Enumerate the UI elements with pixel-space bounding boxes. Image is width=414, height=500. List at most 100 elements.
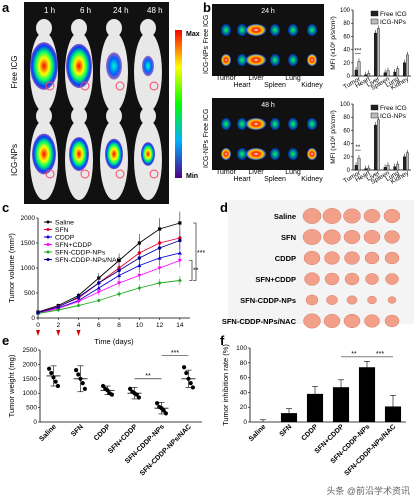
tumor <box>344 251 360 265</box>
significance-label: *** <box>171 350 179 357</box>
data-point <box>155 401 160 406</box>
data-point <box>188 381 193 386</box>
panel-a-letter: a <box>2 0 10 15</box>
y-tick-label: 80 <box>343 115 350 121</box>
x-tick-label: 10 <box>136 322 144 329</box>
tumor-group-label: Saline <box>274 212 296 221</box>
organ-label: Heart <box>233 176 250 183</box>
significance-label: *** <box>376 351 384 358</box>
y-tick-label: 2500 <box>23 347 38 354</box>
significance-label: ** <box>145 373 151 380</box>
data-point <box>117 292 122 296</box>
data-point <box>109 392 114 397</box>
panel-e: e 0 500 1000 1500 2000 2500 Tumor weight (mg) S… <box>2 333 202 477</box>
y-tick-label: 20 <box>343 155 350 161</box>
mouse-head <box>140 19 156 37</box>
tumor-group-label: SFN-CDDP-NPs <box>240 296 296 305</box>
tumor <box>387 296 397 304</box>
organ-signal <box>288 54 298 66</box>
tumor <box>367 295 377 305</box>
panel-c: c 0 500 1000 1500 2000 0 2 4 6 8 10 12 14 Time (days)… <box>2 200 205 346</box>
y-tick-label: 100 <box>340 102 351 108</box>
data-point <box>182 365 187 370</box>
data-point <box>157 281 162 285</box>
data-point <box>78 376 83 381</box>
y-tick-label: 1000 <box>23 390 38 397</box>
legend-swatch <box>370 18 379 25</box>
category-label: SFN-CDDP-NPs/NAC <box>344 423 398 477</box>
data-point <box>105 388 110 393</box>
y-axis-label: Tumor weight (mg) <box>7 354 16 417</box>
data-point <box>137 263 142 268</box>
tumor <box>364 251 380 265</box>
data-point <box>128 386 133 391</box>
data-point <box>163 411 168 416</box>
tumor <box>346 295 358 305</box>
y-axis-label: Tumor volume (mm³) <box>7 233 16 303</box>
tumor <box>305 294 319 306</box>
data-point <box>47 366 52 371</box>
organ-label: Tumor <box>216 169 237 176</box>
row-label-icg-nps: ICG-NPs <box>10 144 19 176</box>
tumor <box>344 272 360 286</box>
bar <box>374 32 377 77</box>
panel-f-letter: f <box>220 333 225 348</box>
data-point <box>56 305 60 309</box>
x-tick-label: 12 <box>156 322 164 329</box>
organ-signal <box>307 24 317 36</box>
x-tick-label: 4 <box>77 322 81 329</box>
legend-label: SFN-CDDP-NPs/NAC <box>55 257 122 264</box>
significance-label: *** <box>197 250 205 257</box>
tumor <box>343 208 361 224</box>
bar <box>354 165 358 171</box>
data-point <box>137 286 142 290</box>
data-point <box>134 392 139 397</box>
data-point <box>184 370 189 376</box>
time-label-1h: 1 h <box>44 6 55 15</box>
y-tick-label: 80 <box>240 360 248 367</box>
data-point <box>76 372 81 377</box>
data-point <box>190 385 195 390</box>
data-point <box>117 281 122 285</box>
tumor <box>302 208 322 224</box>
series-line <box>37 240 181 313</box>
tumor <box>324 272 340 286</box>
data-point <box>53 379 58 384</box>
panel-d-letter: d <box>220 200 228 215</box>
y-tick-label: 0 <box>33 419 37 426</box>
data-point <box>157 266 162 270</box>
tumor <box>323 229 341 245</box>
data-point <box>80 381 85 386</box>
data-point <box>136 395 141 400</box>
organ-signal <box>237 118 247 130</box>
data-point <box>97 281 101 285</box>
data-point <box>36 310 40 315</box>
bar <box>396 163 400 171</box>
mouse-head <box>36 107 52 125</box>
chart-e: 0 500 1000 1500 2000 2500 Tumor weight (mg) Sal… <box>7 347 202 477</box>
mouse-head <box>71 19 87 37</box>
y-tick-label: 60 <box>343 34 350 40</box>
chart-f: 0 20 40 60 80 100 Tumor inhibition rate (%) Sal… <box>221 344 406 477</box>
bar <box>405 152 409 171</box>
bar <box>386 165 390 171</box>
data-point <box>101 383 106 389</box>
tumor <box>364 314 380 328</box>
organ-signal <box>288 148 298 160</box>
treatment-arrow <box>56 330 61 336</box>
data-point <box>82 386 87 391</box>
tumor <box>384 314 400 328</box>
organ-label: Kidney <box>301 176 323 183</box>
data-point <box>76 303 81 308</box>
fluorescence-signal <box>69 137 89 171</box>
mouse-head <box>140 107 156 125</box>
ex-vivo-row-free-icg-48h: Free ICG <box>203 109 210 138</box>
y-tick-label: 2000 <box>23 361 38 368</box>
legend-label: SFN <box>55 227 69 234</box>
organ-signal <box>221 148 231 160</box>
data-point <box>49 370 54 376</box>
category-label: CDDP <box>93 423 112 442</box>
tumor <box>304 272 320 286</box>
data-point <box>178 238 182 243</box>
